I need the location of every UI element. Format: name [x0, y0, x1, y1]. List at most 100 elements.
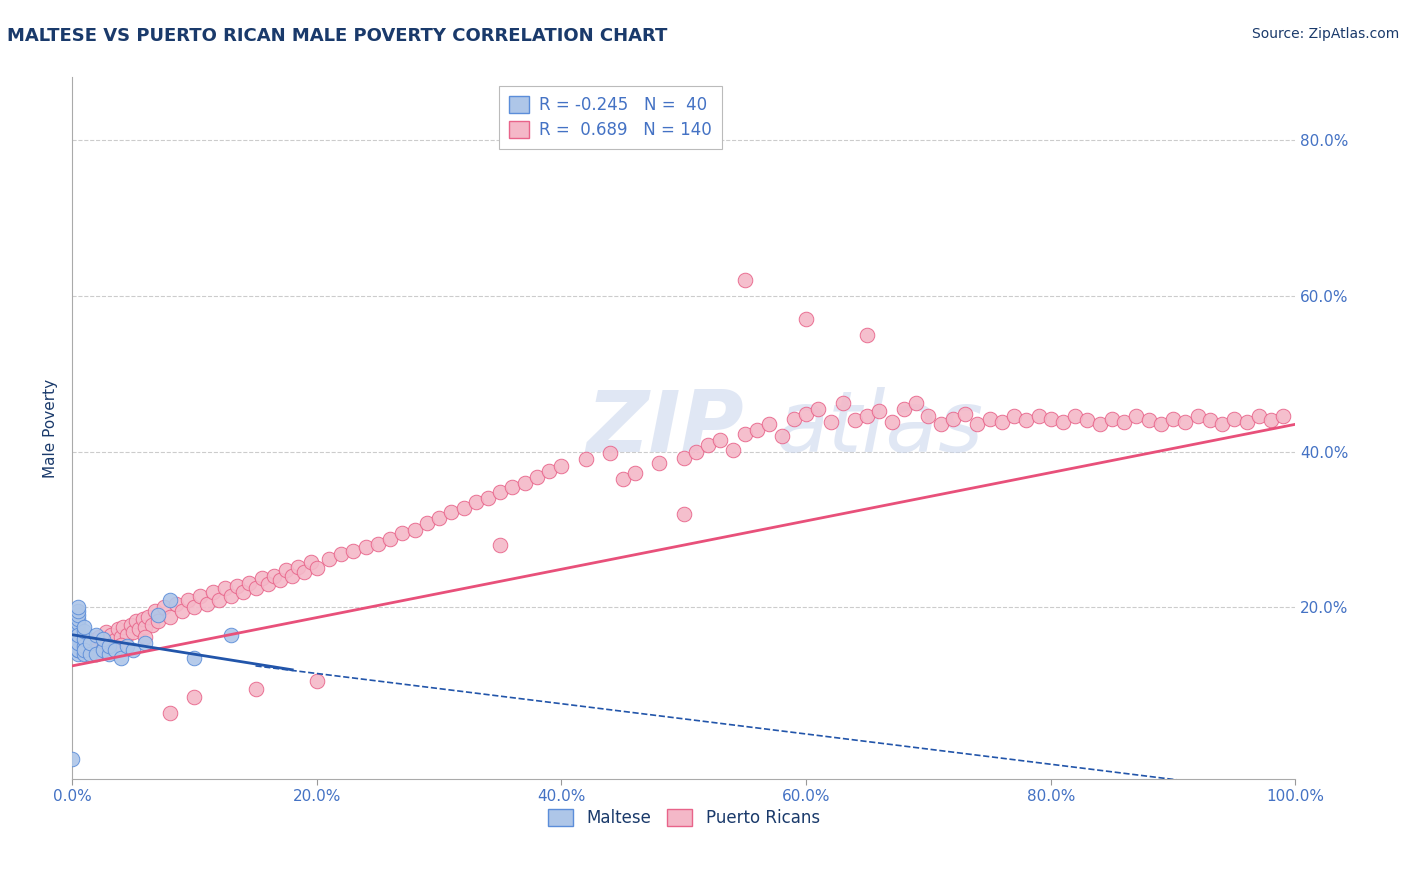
Point	[953, 407, 976, 421]
Point	[305, 561, 328, 575]
Point	[1002, 409, 1025, 424]
Point	[513, 475, 536, 490]
Point	[79, 635, 101, 649]
Point	[195, 597, 218, 611]
Point	[1028, 409, 1050, 424]
Point	[159, 609, 181, 624]
Point	[991, 415, 1014, 429]
Point	[97, 640, 120, 654]
Point	[67, 624, 90, 638]
Point	[67, 643, 90, 657]
Point	[354, 540, 377, 554]
Point	[648, 456, 671, 470]
Point	[794, 312, 817, 326]
Point	[1260, 413, 1282, 427]
Point	[807, 401, 830, 416]
Point	[905, 396, 928, 410]
Point	[245, 581, 267, 595]
Point	[67, 640, 90, 654]
Point	[1064, 409, 1087, 424]
Point	[67, 635, 90, 649]
Point	[318, 552, 340, 566]
Point	[86, 643, 108, 657]
Point	[1150, 417, 1173, 432]
Point	[263, 569, 285, 583]
Point	[87, 630, 110, 644]
Point	[79, 638, 101, 652]
Point	[378, 532, 401, 546]
Point	[1236, 415, 1258, 429]
Point	[97, 638, 120, 652]
Point	[305, 674, 328, 689]
Point	[1247, 409, 1270, 424]
Text: MALTESE VS PUERTO RICAN MALE POVERTY CORRELATION CHART: MALTESE VS PUERTO RICAN MALE POVERTY COR…	[7, 27, 668, 45]
Point	[73, 620, 96, 634]
Point	[73, 640, 96, 654]
Point	[734, 273, 756, 287]
Point	[122, 643, 145, 657]
Point	[120, 617, 142, 632]
Point	[208, 592, 231, 607]
Point	[250, 571, 273, 585]
Point	[256, 577, 278, 591]
Point	[299, 555, 322, 569]
Point	[141, 617, 163, 632]
Point	[929, 417, 952, 432]
Point	[67, 604, 90, 618]
Point	[538, 464, 561, 478]
Point	[122, 625, 145, 640]
Point	[274, 563, 297, 577]
Point	[1174, 415, 1197, 429]
Point	[966, 417, 988, 432]
Point	[1088, 417, 1111, 432]
Point	[427, 511, 450, 525]
Point	[104, 633, 127, 648]
Point	[67, 632, 90, 646]
Point	[612, 472, 634, 486]
Point	[238, 575, 260, 590]
Point	[501, 480, 523, 494]
Point	[110, 651, 132, 665]
Point	[183, 600, 205, 615]
Point	[1187, 409, 1209, 424]
Point	[1076, 413, 1098, 427]
Point	[67, 612, 90, 626]
Point	[110, 630, 132, 644]
Point	[453, 500, 475, 515]
Point	[489, 485, 512, 500]
Point	[489, 538, 512, 552]
Point	[86, 628, 108, 642]
Point	[391, 526, 413, 541]
Point	[880, 415, 903, 429]
Point	[86, 647, 108, 661]
Point	[112, 620, 135, 634]
Point	[134, 630, 156, 644]
Text: Source: ZipAtlas.com: Source: ZipAtlas.com	[1251, 27, 1399, 41]
Point	[1015, 413, 1038, 427]
Point	[172, 604, 194, 618]
Point	[1198, 413, 1220, 427]
Point	[893, 401, 915, 416]
Point	[367, 536, 389, 550]
Point	[67, 647, 90, 661]
Point	[330, 548, 353, 562]
Point	[165, 597, 187, 611]
Point	[67, 608, 90, 623]
Point	[831, 396, 853, 410]
Point	[672, 507, 695, 521]
Point	[747, 423, 769, 437]
Point	[146, 615, 169, 629]
Point	[177, 592, 200, 607]
Point	[190, 589, 212, 603]
Point	[91, 635, 114, 649]
Point	[96, 625, 118, 640]
Point	[869, 404, 891, 418]
Point	[67, 635, 90, 649]
Point	[73, 632, 96, 646]
Point	[623, 467, 645, 481]
Point	[146, 608, 169, 623]
Point	[104, 643, 127, 657]
Point	[134, 635, 156, 649]
Point	[201, 585, 224, 599]
Text: atlas: atlas	[776, 386, 983, 470]
